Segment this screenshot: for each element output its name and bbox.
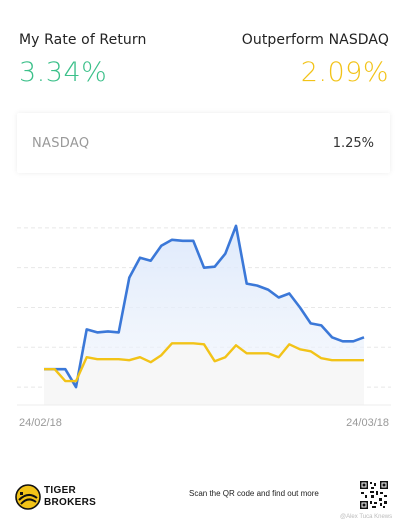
scan-qr-text: Scan the QR code and find out more — [189, 489, 319, 498]
my-return-value: 3.34% — [19, 57, 108, 88]
x-start-label: 24/02/18 — [19, 417, 62, 429]
brand-line2: BROKERS — [44, 497, 97, 508]
outperform-label: Outperform NASDAQ — [241, 32, 389, 48]
watermark: @Alex Tuca Knews — [340, 514, 393, 520]
footer: TIGER BROKERS Scan the QR code and find … — [0, 478, 408, 529]
brand-name: TIGER BROKERS — [44, 485, 96, 509]
benchmark-line — [44, 342, 364, 383]
qr-code-icon[interactable] — [359, 480, 389, 510]
x-end-label: 24/03/18 — [346, 417, 389, 429]
my-return-stat: My Rate of Return 3.34% — [19, 32, 146, 88]
my-return-line — [44, 224, 365, 389]
brand-line1: TIGER — [44, 485, 77, 496]
tiger-brokers-logo: TIGER BROKERS — [14, 483, 104, 511]
outperform-value: 2.09% — [300, 57, 389, 88]
benchmark-value: 1.25% — [332, 135, 374, 151]
tiger-logo-icon — [15, 484, 41, 510]
benchmark-area — [44, 343, 364, 405]
benchmark-card: NASDAQ 1.25% — [17, 113, 390, 173]
return-chart: 24/02/18 24/03/18 — [17, 224, 391, 429]
benchmark-label: NASDAQ — [32, 135, 90, 151]
my-return-label: My Rate of Return — [19, 32, 147, 48]
outperform-stat: Outperform NASDAQ 2.09% — [242, 32, 389, 88]
summary-row: My Rate of Return 3.34% Outperform NASDA… — [19, 32, 389, 88]
